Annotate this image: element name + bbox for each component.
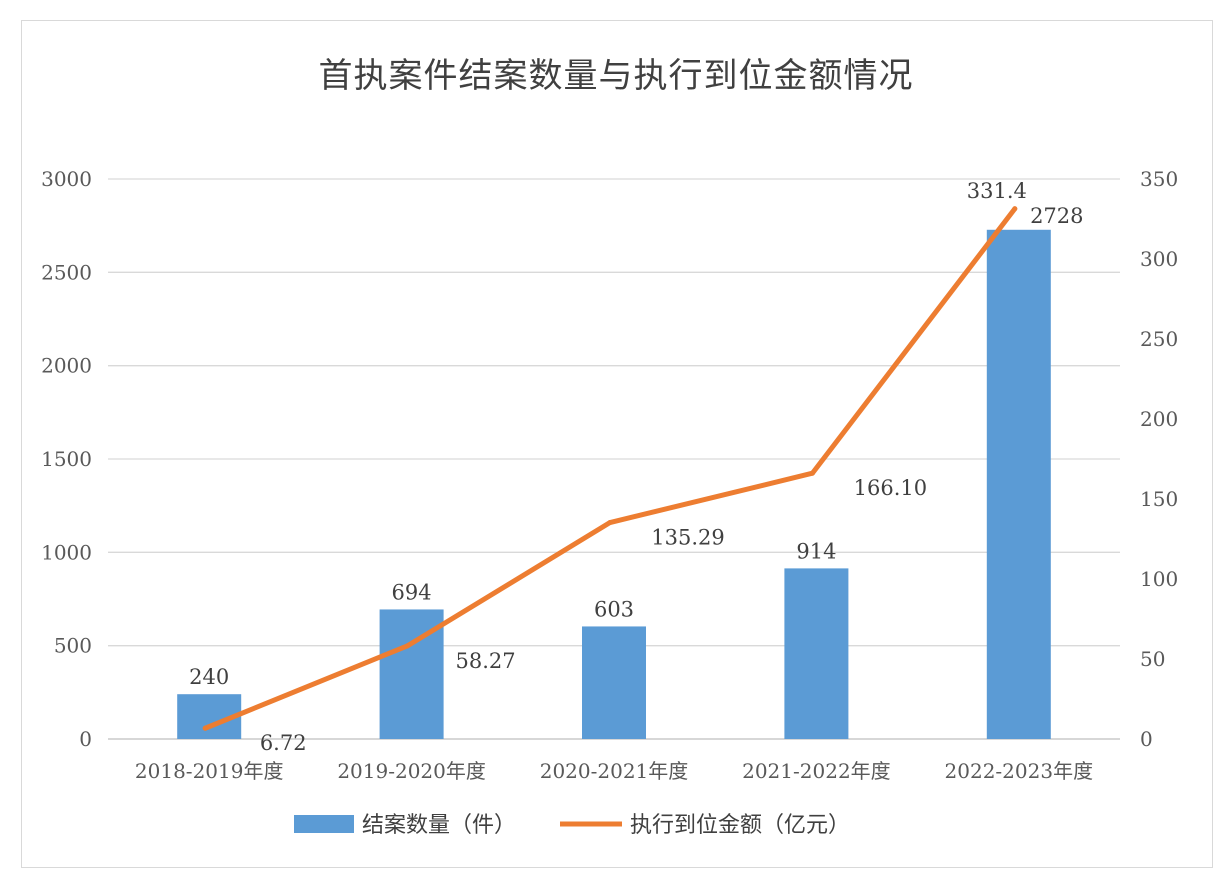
y-right-tick-label: 200 [1140,407,1178,431]
line-point [405,643,411,649]
bar-data-label: 240 [189,665,229,689]
y-left-tick-label: 0 [79,727,92,751]
x-tick-label: 2022-2023年度 [945,759,1094,783]
y-right-tick-label: 100 [1140,567,1178,591]
y-left-tick-label: 2000 [41,354,92,378]
y-right-tick-label: 50 [1140,647,1165,671]
line-point [607,520,613,526]
x-tick-label: 2020-2021年度 [540,759,689,783]
y-right-tick-label: 300 [1140,247,1178,271]
line-point [1012,206,1018,212]
legend-line-label: 执行到位金额（亿元） [630,813,850,838]
line-data-label: 135.29 [651,526,724,550]
y-right-tick-label: 250 [1140,327,1178,351]
bar-data-label: 914 [796,539,836,563]
line-data-label: 331.4 [967,179,1027,203]
line-point [202,725,208,731]
bar [582,626,646,739]
y-left-tick-label: 1000 [41,540,92,564]
y-right-tick-label: 350 [1140,167,1178,191]
bar-data-label: 2728 [1030,204,1083,228]
legend-bar-swatch [294,815,354,833]
line-data-label: 6.72 [260,731,307,755]
line-data-label: 58.27 [456,649,516,673]
y-left-tick-label: 3000 [41,167,92,191]
x-tick-label: 2018-2019年度 [135,759,284,783]
bar [784,568,849,739]
bar [986,229,1051,740]
x-tick-label: 2019-2020年度 [337,759,486,783]
bar-data-label: 694 [392,580,432,604]
y-right-tick-label: 150 [1140,487,1178,511]
y-left-tick-label: 500 [54,634,92,658]
y-left-tick-label: 1500 [41,447,92,471]
y-right-tick-label: 0 [1140,727,1153,751]
x-tick-label: 2021-2022年度 [742,759,891,783]
chart-title: 首执案件结案数量与执行到位金额情况 [318,56,914,96]
line-data-label: 166.10 [854,476,927,500]
legend-bar-label: 结案数量（件） [362,813,516,838]
line-point [809,470,815,476]
y-left-tick-label: 2500 [41,260,92,284]
bar-data-label: 603 [594,597,634,621]
